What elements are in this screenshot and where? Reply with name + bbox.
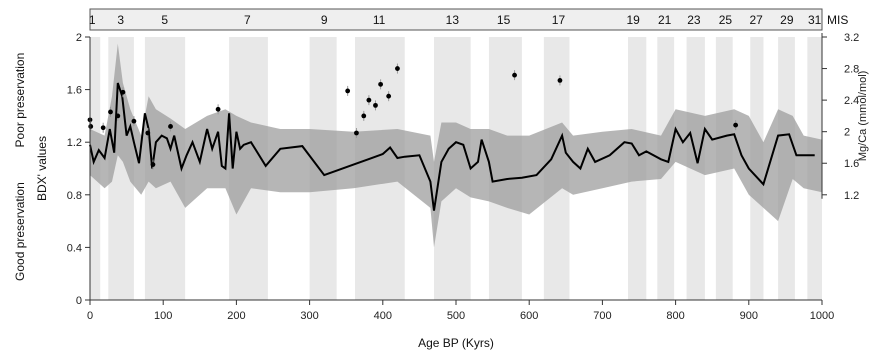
mis-stage-label: 9 bbox=[321, 13, 328, 27]
x-tick-label: 0 bbox=[87, 310, 93, 322]
x-tick-label: 700 bbox=[593, 310, 611, 322]
mgca-point bbox=[512, 72, 517, 78]
mis-stage-label: 19 bbox=[626, 13, 640, 27]
mgca-point bbox=[131, 118, 137, 124]
mis-stage-label: 11 bbox=[373, 13, 386, 27]
mis-stage-label: 23 bbox=[687, 13, 701, 27]
x-tick-label: 300 bbox=[300, 310, 318, 322]
mis-stage-label: 7 bbox=[244, 13, 251, 27]
mgca-points bbox=[87, 63, 739, 170]
mis-stage-label: 25 bbox=[719, 13, 733, 27]
mis-stage-label: 29 bbox=[780, 13, 794, 27]
x-tick-label: 900 bbox=[740, 310, 758, 322]
mis-stage-label: 5 bbox=[161, 13, 168, 27]
mgca-point bbox=[345, 88, 351, 94]
mgca-point bbox=[108, 109, 113, 115]
annotation-poor-preservation: Poor preservation bbox=[13, 53, 27, 148]
y-tick-label: 1.6 bbox=[67, 85, 82, 97]
mis-stage-label: 3 bbox=[117, 13, 124, 27]
y-tick-label: 2 bbox=[76, 32, 82, 44]
mgca-point bbox=[150, 162, 156, 167]
mgca-point bbox=[386, 93, 392, 99]
mis-stage-label: 31 bbox=[808, 13, 822, 27]
bdx-envelope bbox=[90, 43, 822, 248]
mis-title: MIS bbox=[827, 13, 848, 27]
x-tick-label: 800 bbox=[666, 310, 684, 322]
x-tick-label: 1000 bbox=[810, 310, 834, 322]
mis-stage-label: 21 bbox=[658, 13, 672, 27]
mis-labels: 1 3 5 7 9 11 13 15 17 19 21 23 25 27 29 31 bbox=[89, 13, 822, 27]
mis-box bbox=[89, 8, 823, 31]
x-axis-title: Age BP (Kyrs) bbox=[418, 336, 494, 350]
y2-tick-label: 1.6 bbox=[844, 158, 859, 170]
y-tick-label: 1.2 bbox=[67, 137, 82, 149]
x-tick-label: 100 bbox=[154, 310, 172, 322]
y2-tick-label: 2 bbox=[844, 127, 850, 139]
mgca-point bbox=[120, 89, 126, 95]
y-axis-title: BDX' values bbox=[35, 136, 49, 201]
mgca-point bbox=[366, 97, 372, 103]
y2-tick-label: 2.8 bbox=[844, 64, 859, 76]
mgca-point bbox=[354, 130, 359, 136]
y-tick-label: 0 bbox=[76, 295, 82, 307]
x-tick-label: 500 bbox=[447, 310, 465, 322]
mgca-point bbox=[395, 66, 400, 71]
mgca-point bbox=[115, 113, 121, 119]
annotation-good-preservation: Good preservation bbox=[13, 182, 27, 281]
mgca-point bbox=[100, 125, 106, 131]
mgca-point bbox=[88, 124, 94, 129]
mis-stage-label: 13 bbox=[446, 13, 460, 27]
y-tick-label: 0.8 bbox=[67, 190, 82, 202]
mis-stage-label: 1 bbox=[89, 13, 96, 27]
mis-stage-label: 15 bbox=[497, 13, 511, 27]
y2-tick-label: 1.2 bbox=[844, 190, 859, 202]
mgca-point bbox=[557, 77, 563, 83]
x-tick-label: 200 bbox=[227, 310, 245, 322]
mgca-point bbox=[373, 102, 378, 108]
y2-tick-label: 3.2 bbox=[844, 32, 859, 44]
mgca-point bbox=[168, 124, 173, 129]
mgca-point bbox=[145, 130, 151, 136]
mgca-point bbox=[215, 106, 221, 112]
y2-tick-label: 2.4 bbox=[844, 95, 859, 107]
axes: 0 100 200 300 400 500 600 700 800 900 1000 0 0.4 0.8 1… bbox=[67, 32, 860, 322]
y-tick-label: 0.4 bbox=[67, 242, 82, 254]
mgca-point bbox=[733, 122, 739, 128]
mis-stage-label: 17 bbox=[552, 13, 566, 27]
mgca-point bbox=[361, 113, 367, 119]
x-tick-label: 600 bbox=[520, 310, 538, 322]
y2-axis-title: Mg/Ca (mmol/mol) bbox=[857, 71, 869, 161]
mis-stage-label: 27 bbox=[749, 13, 763, 27]
bdx-series-line bbox=[89, 82, 815, 211]
x-tick-label: 400 bbox=[374, 310, 392, 322]
mgca-point bbox=[378, 81, 384, 87]
